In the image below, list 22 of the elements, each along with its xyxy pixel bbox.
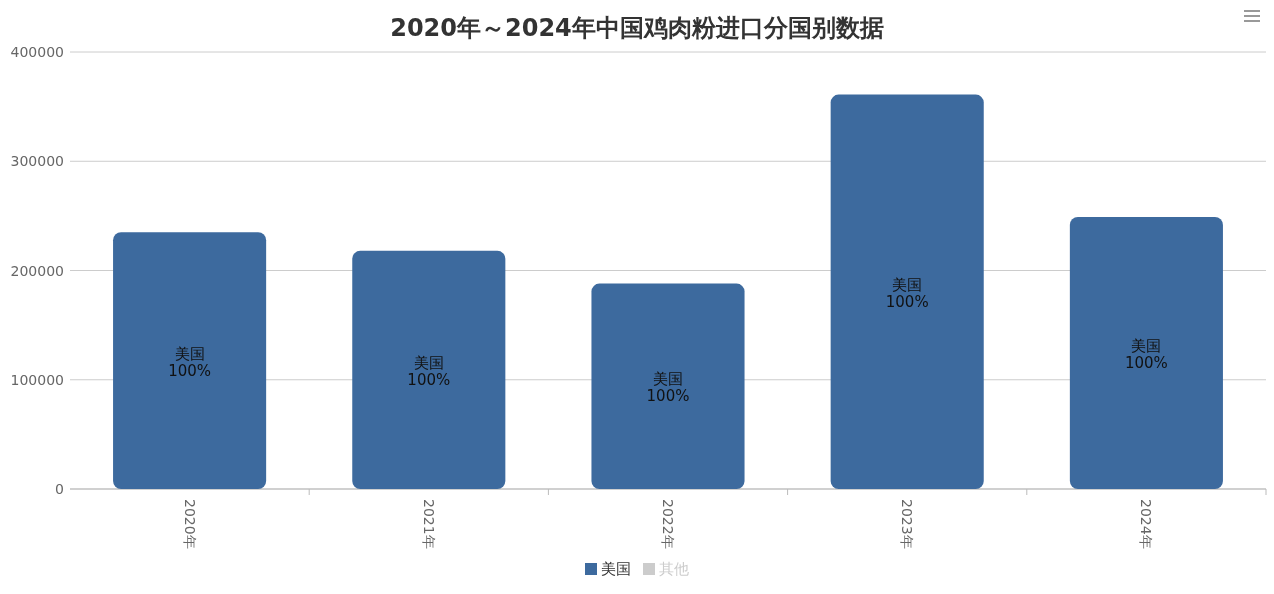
chart-title: 2020年～2024年中国鸡肉粉进口分国别数据 (390, 14, 884, 42)
bar (591, 283, 745, 489)
bar (830, 94, 984, 489)
x-tick-label: 2022年 (660, 499, 676, 549)
data-label: 美国 100% (407, 353, 451, 389)
data-label: 美国 100% (885, 275, 929, 311)
y-tick-label: 200000 (10, 262, 64, 279)
y-tick-label: 300000 (10, 153, 64, 170)
bar (113, 232, 267, 489)
bar (1069, 216, 1223, 489)
data-label: 美国 100% (1124, 336, 1168, 372)
legend-label: 美国 (601, 560, 631, 578)
y-tick-label: 0 (55, 481, 64, 497)
bar (352, 250, 506, 489)
x-tick-label: 2021年 (420, 499, 437, 549)
y-tick-label: 100000 (10, 371, 64, 388)
data-label: 美国 100% (646, 370, 690, 406)
y-tick-label: 400000 (10, 44, 64, 60)
data-label: 美国 100% (168, 344, 212, 380)
x-tick-label: 2023年 (899, 499, 916, 549)
x-tick-label: 2024年 (1138, 499, 1155, 549)
x-tick-label: 2020年 (181, 499, 198, 549)
